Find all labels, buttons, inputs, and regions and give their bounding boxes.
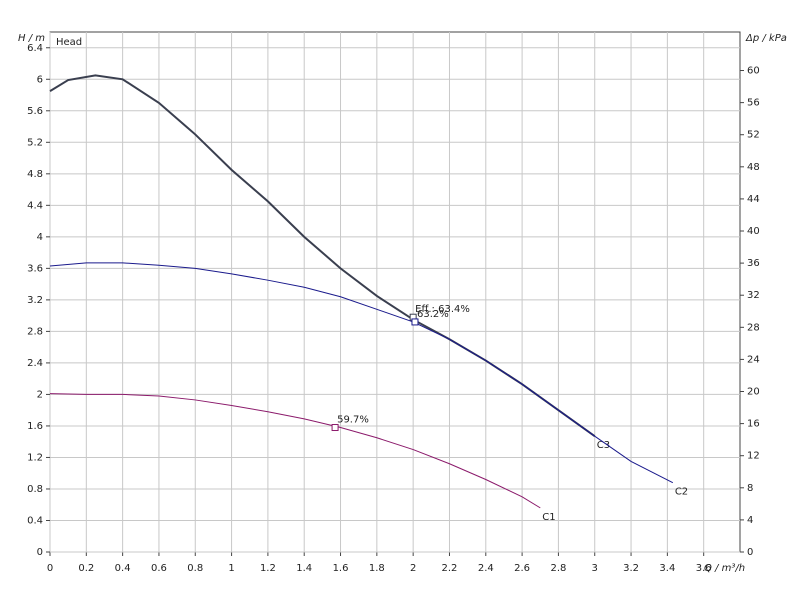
curve bbox=[49, 262, 674, 484]
x-tick-label: 1 bbox=[228, 563, 234, 574]
x-tick-label: 0.2 bbox=[78, 563, 94, 574]
curve bbox=[49, 393, 541, 509]
x-tick-label: 3.6 bbox=[696, 563, 712, 574]
marker-label: Eff.: 63.4% bbox=[415, 304, 470, 315]
curve bbox=[49, 74, 596, 437]
series-label: C3 bbox=[597, 440, 610, 451]
y2-tick-label: 20 bbox=[747, 387, 760, 398]
x-tick-label: 2.2 bbox=[442, 563, 458, 574]
x-tick-label: 3.4 bbox=[659, 563, 675, 574]
marker bbox=[411, 318, 419, 326]
y2-tick-label: 60 bbox=[747, 66, 760, 77]
x-tick-label: 0 bbox=[47, 563, 53, 574]
y-tick-label: 6 bbox=[37, 74, 43, 85]
y-tick-label: 5.2 bbox=[27, 137, 43, 148]
x-tick-label: 1.4 bbox=[296, 563, 312, 574]
x-tick-label: 0.8 bbox=[187, 563, 203, 574]
x-tick-label: 0.6 bbox=[151, 563, 167, 574]
y2-tick-label: 8 bbox=[747, 483, 753, 494]
y2-tick-label: 32 bbox=[747, 290, 760, 301]
y-tick-label: 2 bbox=[37, 389, 43, 400]
y-axis-label: H / m bbox=[18, 33, 45, 44]
marker-label: 63.2% bbox=[417, 309, 449, 320]
y2-tick-label: 0 bbox=[747, 547, 753, 558]
y2-tick-label: 40 bbox=[747, 226, 760, 237]
y2-tick-label: 16 bbox=[747, 419, 760, 430]
y-tick-label: 3.2 bbox=[27, 295, 43, 306]
x-tick-label: 2.8 bbox=[550, 563, 566, 574]
y-tick-label: 4.4 bbox=[27, 200, 43, 211]
x-tick-label: 2.4 bbox=[478, 563, 494, 574]
x-tick-label: 2.6 bbox=[514, 563, 530, 574]
y2-tick-label: 52 bbox=[747, 130, 760, 141]
y-tick-label: 3.6 bbox=[27, 263, 43, 274]
y2-tick-label: 56 bbox=[747, 98, 760, 109]
y-tick-label: 2.4 bbox=[27, 358, 43, 369]
y-tick-label: 0.4 bbox=[27, 515, 43, 526]
plot-frame bbox=[49, 31, 741, 553]
y-tick-label: 6.4 bbox=[27, 43, 43, 54]
x-tick-label: 0.4 bbox=[115, 563, 131, 574]
y2-tick-label: 44 bbox=[747, 194, 760, 205]
y-tick-label: 0 bbox=[37, 547, 43, 558]
y2-tick-label: 12 bbox=[747, 451, 760, 462]
y2-tick-label: 28 bbox=[747, 322, 760, 333]
x-tick-label: 1.2 bbox=[260, 563, 276, 574]
x-axis-label: Q / m³/h bbox=[704, 563, 745, 574]
y-tick-label: 1.6 bbox=[27, 421, 43, 432]
y2-tick-label: 4 bbox=[747, 515, 753, 526]
x-tick-label: 3 bbox=[592, 563, 598, 574]
x-tick-label: 2 bbox=[410, 563, 416, 574]
x-tick-label: 1.6 bbox=[333, 563, 349, 574]
y2-tick-label: 24 bbox=[747, 354, 760, 365]
legend-box bbox=[53, 35, 83, 49]
legend-text: Head bbox=[56, 37, 82, 48]
y-tick-label: 2.8 bbox=[27, 326, 43, 337]
x-tick-label: 3.2 bbox=[623, 563, 639, 574]
y-tick-label: 5.6 bbox=[27, 106, 43, 117]
y2-tick-label: 36 bbox=[747, 258, 760, 269]
x-tick-label: 1.8 bbox=[369, 563, 385, 574]
y-tick-label: 1.2 bbox=[27, 452, 43, 463]
marker-label: 59.7% bbox=[337, 415, 369, 426]
y-tick-label: 0.8 bbox=[27, 484, 43, 495]
y-tick-label: 4.8 bbox=[27, 169, 43, 180]
series-label: C1 bbox=[542, 512, 555, 523]
y2-tick-label: 48 bbox=[747, 162, 760, 173]
y-tick-label: 4 bbox=[37, 232, 43, 243]
series-label: C2 bbox=[675, 487, 688, 498]
y2-axis-label: Δp / kPa bbox=[745, 33, 787, 44]
marker bbox=[331, 424, 339, 432]
